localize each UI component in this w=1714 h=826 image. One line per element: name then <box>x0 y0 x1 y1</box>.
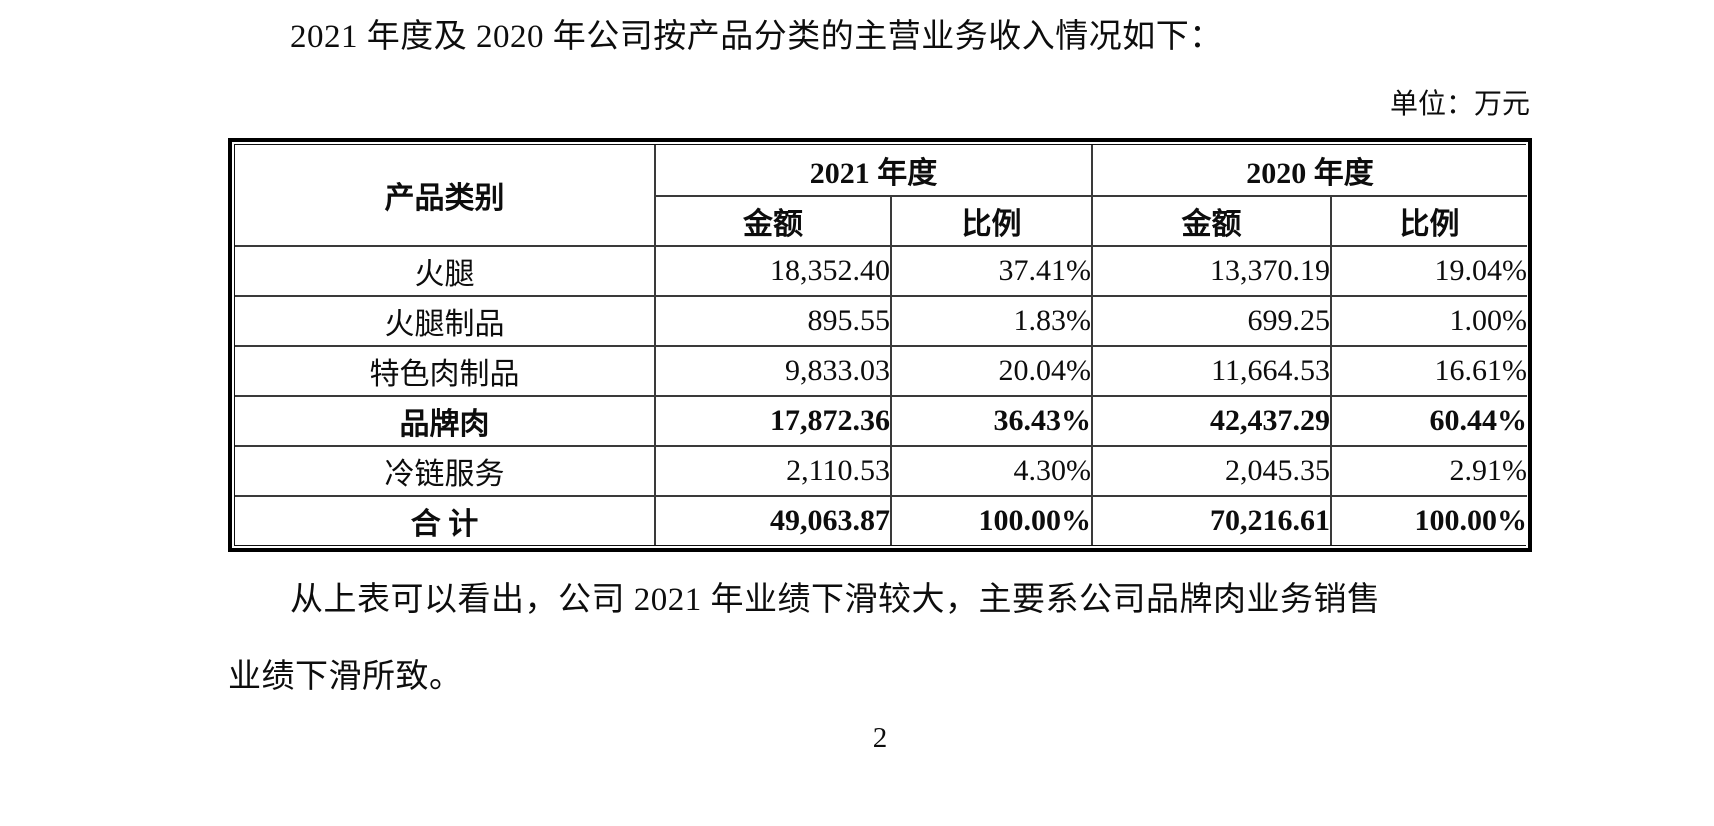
cell-category: 品牌肉 <box>234 395 656 447</box>
cell-ratio-2020: 60.44% <box>1330 395 1528 447</box>
cell-category: 特色肉制品 <box>234 345 656 397</box>
cell-amount-2020: 699.25 <box>1091 295 1332 347</box>
page-title: 2021 年度及 2020 年公司按产品分类的主营业务收入情况如下： <box>290 19 1223 55</box>
cell-amount-2021: 17,872.36 <box>654 395 892 447</box>
header-year-2021: 2021 年度 <box>654 144 1093 197</box>
cell-category: 合 计 <box>234 495 656 546</box>
table-row: 火腿制品 895.55 1.83% 699.25 1.00% <box>234 295 1528 347</box>
header-amount-2021: 金额 <box>654 195 892 247</box>
unit-label: 单位：万元 <box>1389 89 1530 120</box>
cell-amount-2020: 2,045.35 <box>1091 445 1332 497</box>
cell-amount-2021: 18,352.40 <box>654 245 892 297</box>
cell-amount-2021: 49,063.87 <box>654 495 892 546</box>
cell-category: 火腿制品 <box>234 295 656 347</box>
table-header-row-measures: 金额 比例 金额 比例 <box>235 195 1528 247</box>
cell-ratio-2021: 100.00% <box>890 495 1093 546</box>
cell-amount-2020: 70,216.61 <box>1091 495 1332 546</box>
header-amount-2020: 金额 <box>1091 195 1332 247</box>
header-ratio-2021: 比例 <box>890 195 1093 247</box>
cell-amount-2021: 895.55 <box>654 295 892 347</box>
table-row: 冷链服务 2,110.53 4.30% 2,045.35 2.91% <box>234 445 1528 497</box>
cell-amount-2020: 11,664.53 <box>1091 345 1332 397</box>
header-product-category: 产品类别 <box>234 144 656 247</box>
cell-ratio-2020: 16.61% <box>1330 345 1528 397</box>
body-paragraph-line-2: 业绩下滑所致。 <box>228 659 463 695</box>
table-row: 火腿 18,352.40 37.41% 13,370.19 19.04% <box>234 245 1528 297</box>
cell-amount-2021: 9,833.03 <box>654 345 892 397</box>
cell-ratio-2020: 100.00% <box>1330 495 1528 546</box>
revenue-table-frame: 产品类别 2021 年度 2020 年度 金额 比例 金额 比例 火腿 18,3… <box>228 138 1532 552</box>
table-header-row-years: 产品类别 2021 年度 2020 年度 <box>234 144 1528 247</box>
cell-ratio-2021: 20.04% <box>890 345 1093 397</box>
cell-category: 冷链服务 <box>234 445 656 497</box>
header-ratio-2020: 比例 <box>1330 195 1528 247</box>
cell-ratio-2021: 1.83% <box>890 295 1093 347</box>
table-row-total: 合 计 49,063.87 100.00% 70,216.61 100.00% <box>234 495 1528 546</box>
cell-amount-2021: 2,110.53 <box>654 445 892 497</box>
cell-ratio-2021: 4.30% <box>890 445 1093 497</box>
cell-ratio-2021: 37.41% <box>890 245 1093 297</box>
cell-category: 火腿 <box>234 245 656 297</box>
cell-ratio-2020: 19.04% <box>1330 245 1528 297</box>
cell-amount-2020: 42,437.29 <box>1091 395 1332 447</box>
revenue-table: 产品类别 2021 年度 2020 年度 金额 比例 金额 比例 火腿 18,3… <box>234 144 1528 546</box>
body-paragraph-line-1: 从上表可以看出，公司 2021 年业绩下滑较大，主要系公司品牌肉业务销售 <box>290 582 1381 618</box>
cell-ratio-2020: 1.00% <box>1330 295 1528 347</box>
table-row-brand-meat: 品牌肉 17,872.36 36.43% 42,437.29 60.44% <box>234 395 1528 447</box>
page-number: 2 <box>872 722 888 754</box>
cell-ratio-2020: 2.91% <box>1330 445 1528 497</box>
header-year-2020: 2020 年度 <box>1091 144 1528 197</box>
revenue-table-inner-border: 产品类别 2021 年度 2020 年度 金额 比例 金额 比例 火腿 18,3… <box>234 144 1528 546</box>
table-row: 特色肉制品 9,833.03 20.04% 11,664.53 16.61% <box>234 345 1528 397</box>
cell-amount-2020: 13,370.19 <box>1091 245 1332 297</box>
cell-ratio-2021: 36.43% <box>890 395 1093 447</box>
